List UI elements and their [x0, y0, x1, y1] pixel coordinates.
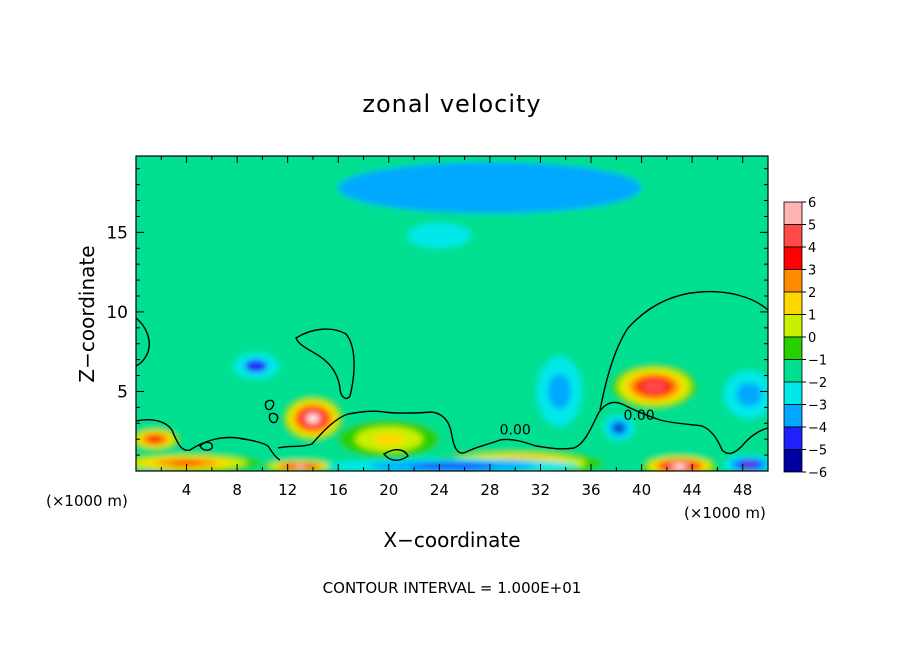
field-feature-15	[407, 222, 471, 249]
contour-line-left	[136, 317, 150, 367]
colorbar-swatch	[783, 404, 803, 428]
colorbar-label: 1	[808, 309, 816, 324]
x-axis-ticks: 4 8 12 16 20 24 28 32 36 40 44 48	[160, 156, 752, 499]
x-tick-label: 48	[733, 481, 752, 499]
colorbar-label: −3	[808, 399, 827, 414]
chart-title: zonal velocity	[362, 90, 541, 118]
field-ring	[648, 383, 661, 390]
x-tick-label: 4	[182, 481, 192, 499]
field-feature-6	[262, 459, 339, 471]
x-tick-label: 8	[232, 481, 242, 499]
field-ring	[150, 437, 160, 442]
colorbar-label: −1	[808, 354, 827, 369]
colorbar-label: 3	[808, 264, 816, 279]
field-feature-10	[723, 455, 768, 471]
x-unit-left: (×1000 m)	[46, 492, 128, 510]
field-ring	[674, 464, 685, 469]
colorbar-label: −5	[808, 444, 827, 459]
field-ring	[294, 464, 306, 469]
field-feature-5	[136, 453, 263, 471]
y-tick-label: 15	[106, 223, 128, 243]
field-ring	[244, 359, 268, 373]
colorbar-swatch	[783, 336, 803, 360]
contour-label-0: 0.00	[500, 422, 531, 438]
colorbar-swatch	[783, 269, 803, 293]
contour-line-small-loop-2	[268, 412, 279, 424]
colorbar-swatch	[783, 201, 803, 225]
field-feature-8	[338, 420, 440, 459]
colorbar-label: 4	[808, 241, 816, 256]
field-feature-3	[641, 455, 718, 471]
x-tick-label: 16	[329, 481, 348, 499]
x-tick-label: 32	[531, 481, 550, 499]
contour-line-small-loop-1	[264, 399, 275, 411]
contour-interval-note: CONTOUR INTERVAL = 1.000E+01	[323, 579, 582, 597]
field-ring	[371, 432, 406, 446]
x-tick-label: 28	[480, 481, 499, 499]
colorbar-label: −2	[808, 376, 827, 391]
y-axis-ticks: 5 10 15	[106, 168, 768, 456]
colorbar-swatch	[783, 359, 803, 383]
x-tick-label: 44	[683, 481, 702, 499]
colorbar-label: 0	[808, 331, 816, 346]
colorbar-swatch	[783, 291, 803, 315]
colorbar-label: −4	[808, 421, 827, 436]
colorbar-swatch	[783, 426, 803, 450]
contour-line-right-top	[599, 290, 768, 411]
x-tick-label: 12	[278, 481, 297, 499]
x-tick-label: 40	[632, 481, 651, 499]
field-feature-12	[233, 353, 279, 379]
colorbar-label: −6	[808, 466, 827, 481]
x-axis-label: X−coordinate	[383, 528, 520, 552]
contour-label-group: 0.00 0.00	[500, 408, 655, 438]
field-feature-11	[723, 370, 768, 419]
zero-contours	[136, 290, 768, 461]
colorbar-label: 2	[808, 286, 816, 301]
field-ring	[338, 162, 642, 214]
field-feature-2	[136, 428, 181, 451]
field-ring	[613, 423, 624, 433]
x-tick-label: 36	[581, 481, 600, 499]
contour-label-1: 0.00	[623, 408, 654, 424]
x-unit-right: (×1000 m)	[684, 504, 766, 522]
field-ring	[171, 461, 202, 466]
colorbar: 6 5 4 3 2 1 0 −1 −2 −3 −4 −5 −6	[783, 196, 827, 481]
field-feature-0	[282, 396, 344, 441]
colorbar-swatch	[783, 381, 803, 405]
colorbar-swatch	[783, 449, 803, 473]
contour-line-small-loop-4	[382, 449, 409, 461]
colorbar-label: 5	[808, 219, 816, 234]
field-ring	[736, 382, 762, 407]
plot-frame	[135, 155, 769, 472]
colorbar-label: 6	[808, 196, 816, 211]
y-axis-label: Z−coordinate	[75, 245, 99, 382]
colorbar-swatch	[783, 314, 803, 338]
field-feature-1	[611, 364, 698, 409]
x-tick-label: 24	[430, 481, 449, 499]
velocity-field	[136, 156, 768, 471]
field-feature-9	[603, 415, 635, 441]
contour-line-curl	[295, 328, 355, 400]
field-ring	[407, 222, 471, 249]
field-ring	[309, 415, 317, 422]
contour-line-bottom	[136, 401, 768, 461]
field-ring	[548, 373, 571, 409]
field-ring	[409, 463, 495, 469]
field-feature-13	[536, 356, 583, 427]
field-feature-14	[338, 162, 642, 214]
colorbar-swatch	[783, 224, 803, 248]
colorbar-swatch	[783, 246, 803, 270]
x-tick-label: 20	[379, 481, 398, 499]
field-ring	[742, 462, 756, 468]
contour-line-small-loop-3	[199, 441, 213, 451]
y-tick-label: 10	[106, 303, 128, 323]
y-tick-label: 5	[117, 382, 128, 402]
